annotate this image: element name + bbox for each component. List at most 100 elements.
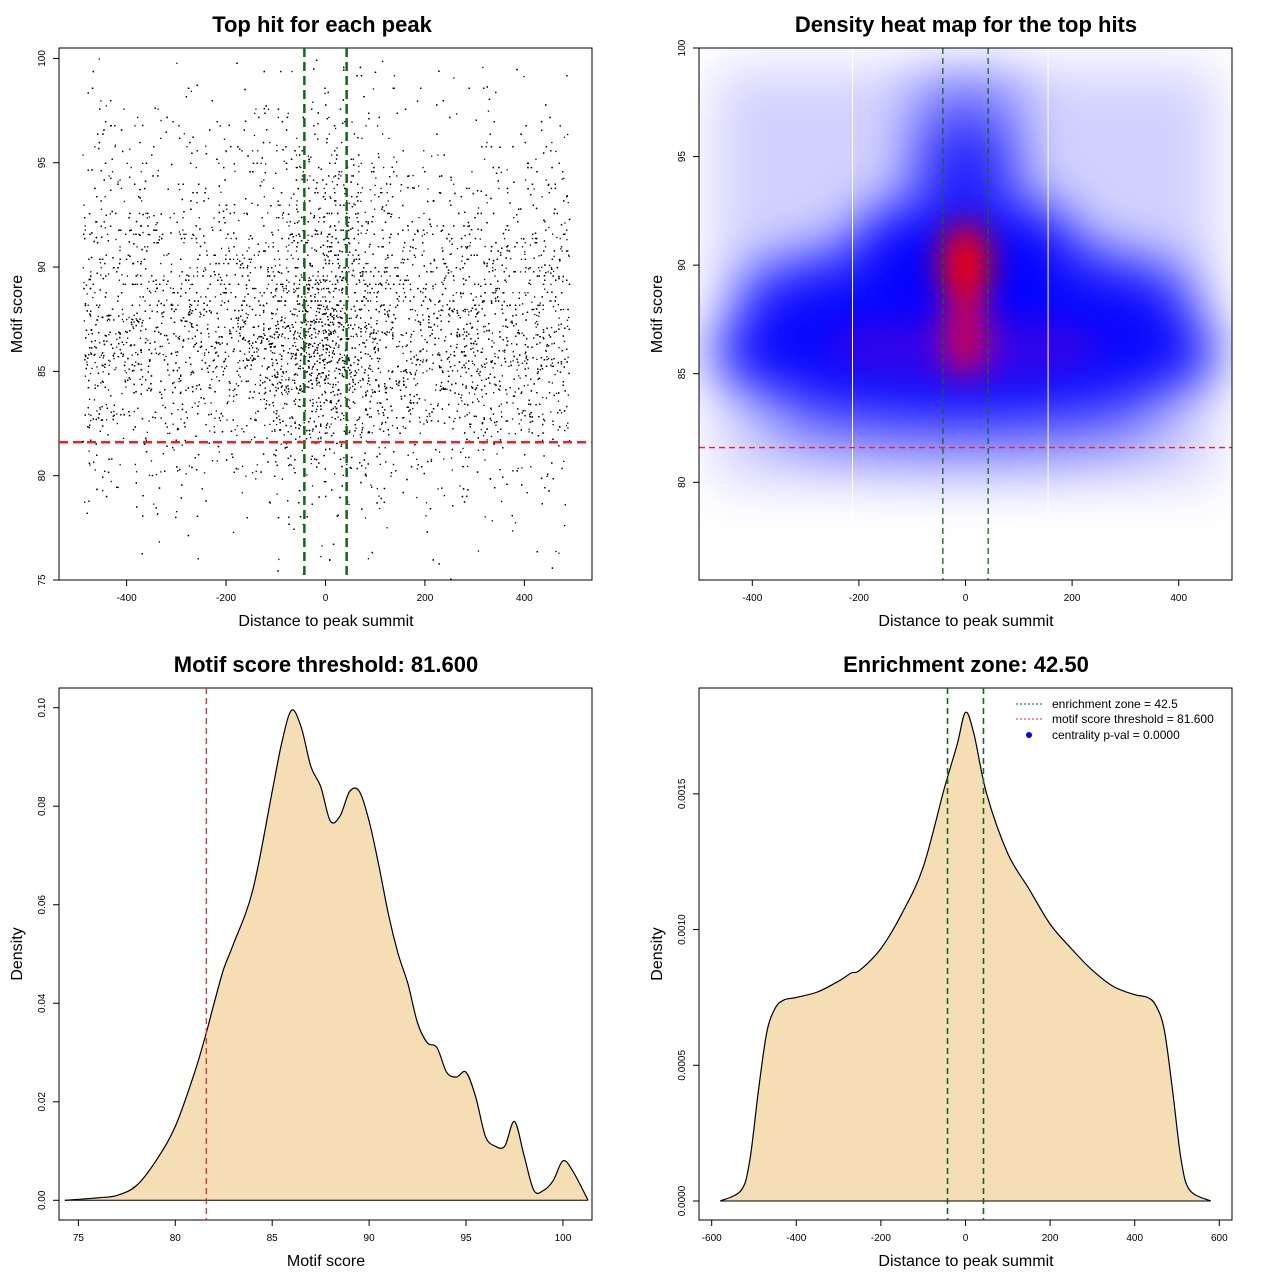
data-point xyxy=(310,436,312,439)
data-point xyxy=(568,254,570,256)
data-point xyxy=(380,275,382,277)
data-point xyxy=(295,386,297,389)
data-point xyxy=(256,464,258,466)
data-point xyxy=(297,332,299,334)
data-point xyxy=(378,283,380,285)
data-point xyxy=(329,196,331,198)
data-point xyxy=(109,213,111,215)
data-point xyxy=(108,273,110,275)
data-point xyxy=(389,304,391,306)
data-point xyxy=(272,405,275,407)
data-point xyxy=(518,292,521,294)
data-point xyxy=(237,322,239,325)
data-point xyxy=(226,419,228,421)
data-point xyxy=(435,389,437,391)
data-point xyxy=(528,431,530,433)
data-point xyxy=(209,430,211,432)
data-point xyxy=(551,141,553,144)
data-point xyxy=(442,309,444,312)
data-point xyxy=(84,229,86,231)
data-point xyxy=(273,411,275,413)
data-point xyxy=(173,212,175,215)
data-point xyxy=(465,456,467,459)
data-point xyxy=(412,407,414,410)
data-point xyxy=(301,449,303,452)
data-point xyxy=(172,292,174,294)
data-point xyxy=(179,335,181,338)
data-point xyxy=(469,242,472,244)
data-point xyxy=(236,254,238,256)
data-point xyxy=(191,304,193,306)
data-point xyxy=(344,396,346,399)
data-point xyxy=(177,304,179,306)
data-point xyxy=(237,468,239,470)
data-point xyxy=(155,224,157,226)
data-point xyxy=(450,271,452,273)
data-point xyxy=(111,171,114,173)
data-point xyxy=(126,341,128,344)
data-point xyxy=(542,308,544,311)
data-point xyxy=(305,352,307,354)
data-point xyxy=(289,348,291,350)
data-point xyxy=(337,316,339,319)
data-point xyxy=(460,375,462,377)
data-point xyxy=(302,404,304,407)
data-point xyxy=(122,313,124,315)
data-point xyxy=(369,407,371,409)
data-point xyxy=(264,424,266,426)
data-point xyxy=(352,254,354,256)
data-point xyxy=(204,402,206,405)
data-point xyxy=(260,398,262,401)
data-point xyxy=(133,410,135,413)
data-point xyxy=(210,402,212,404)
data-point xyxy=(126,275,129,277)
data-point xyxy=(353,275,355,277)
data-point xyxy=(392,332,394,334)
data-point xyxy=(562,308,565,311)
data-point xyxy=(197,304,199,306)
data-point xyxy=(104,227,106,229)
data-point xyxy=(291,233,293,235)
data-point xyxy=(542,336,544,339)
data-point xyxy=(210,312,212,314)
data-point xyxy=(96,319,98,321)
data-point xyxy=(548,264,551,267)
data-point xyxy=(429,415,431,417)
data-point xyxy=(146,287,149,290)
data-point xyxy=(422,166,424,169)
data-point xyxy=(505,267,507,269)
data-point xyxy=(228,395,231,397)
data-point xyxy=(254,383,257,386)
data-point xyxy=(239,332,241,334)
data-point xyxy=(348,202,350,204)
data-point xyxy=(458,314,460,317)
data-point xyxy=(295,204,298,206)
data-point xyxy=(352,335,354,338)
data-point xyxy=(498,287,501,290)
data-point xyxy=(329,383,331,385)
data-point xyxy=(241,428,243,430)
data-point xyxy=(450,354,452,356)
data-point xyxy=(430,458,433,461)
data-point xyxy=(141,200,143,202)
data-point xyxy=(141,325,143,327)
data-point xyxy=(486,362,488,364)
data-point xyxy=(481,348,484,350)
data-point xyxy=(414,256,417,258)
data-point xyxy=(294,341,296,344)
data-point xyxy=(464,415,466,417)
data-point xyxy=(434,303,436,306)
data-point xyxy=(544,246,547,248)
data-point xyxy=(191,406,193,408)
data-point xyxy=(367,353,369,355)
data-point xyxy=(236,425,239,427)
data-point xyxy=(310,375,312,377)
data-point xyxy=(329,426,331,428)
data-point xyxy=(259,292,261,294)
data-point xyxy=(335,287,337,290)
data-point xyxy=(166,299,168,301)
data-point xyxy=(196,242,198,244)
data-point xyxy=(550,283,552,285)
data-point xyxy=(365,331,367,333)
data-point xyxy=(326,305,328,307)
